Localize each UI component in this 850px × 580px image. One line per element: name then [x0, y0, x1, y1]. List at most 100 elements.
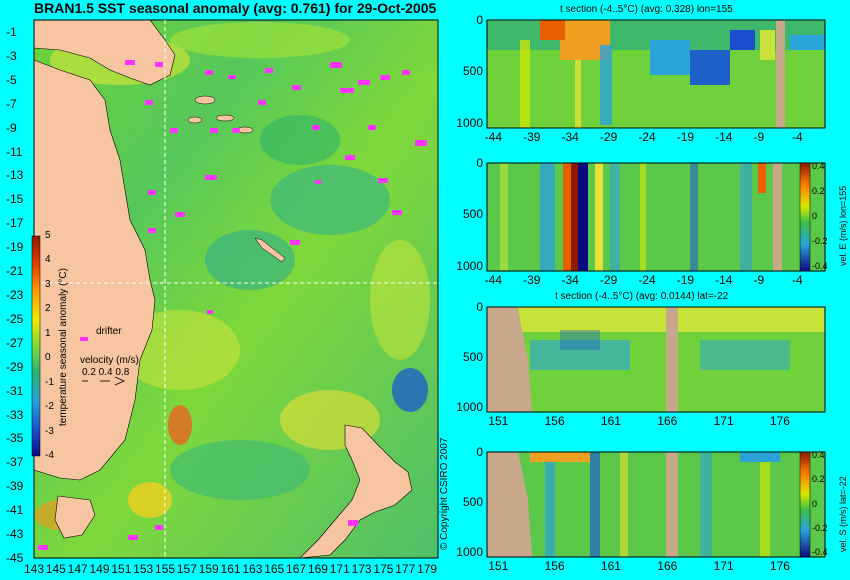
velocity-scale: 0.2 0.4 0.8 — [82, 367, 130, 378]
velocity-label: velocity (m/s) — [80, 355, 139, 366]
colorbar-tick: -3 — [45, 425, 54, 437]
colorbar-tick: -4 — [45, 450, 54, 461]
new-caledonia-landmass — [254, 237, 286, 263]
lat-tick-label: -15 — [6, 192, 24, 207]
lat-tick-label: -7 — [6, 96, 17, 111]
panel1-x-tick: -24 — [638, 130, 656, 144]
lat-tick-label: -19 — [6, 240, 24, 255]
panel-t-lon155 — [486, 19, 826, 129]
panel1-y-tick: 0 — [476, 13, 483, 27]
lon-tick-label: 167 — [286, 562, 307, 576]
lon-tick-label: 143 — [24, 562, 45, 576]
panel1-x-tick: -34 — [561, 130, 579, 144]
colorbar-tick: 4 — [45, 254, 51, 266]
lat-tick-label: -21 — [6, 264, 24, 279]
panel3-x-tick: 171 — [713, 414, 734, 428]
lon-tick-label: 153 — [133, 562, 154, 576]
lon-tick-label: 161 — [220, 562, 241, 576]
panel2-x-tick: -19 — [676, 273, 695, 287]
lon-tick-label: 175 — [373, 562, 394, 576]
panel1-x-tick: -29 — [599, 130, 618, 144]
lat-tick-label: -45 — [6, 551, 24, 565]
new-zealand-landmass — [299, 424, 413, 559]
panel4-side-label: vel. S (m/s) lat=-22 — [838, 476, 848, 552]
panel2-cb-tick: 0 — [812, 211, 818, 221]
panel4-x-tick: 156 — [544, 559, 565, 573]
panel4-cb-tick: 0.2 — [812, 474, 825, 485]
panel4-cb-tick: 0.4 — [812, 450, 825, 460]
lat-tick-label: -25 — [6, 311, 24, 326]
lat-tick-label: -9 — [6, 120, 17, 135]
panel2-x-tick: -4 — [791, 273, 803, 287]
panel2-cb-tick: -0.4 — [812, 261, 828, 271]
copyright-text: © Copyright CSIRO 2007 — [439, 437, 450, 550]
velocity-scale-arrows — [82, 376, 125, 386]
lat-tick-label: -11 — [6, 144, 23, 159]
lat-tick-label: -39 — [6, 479, 24, 494]
lat-tick-label: -23 — [6, 287, 24, 302]
lat-tick-label: -29 — [6, 359, 24, 374]
lon-tick-label: 155 — [155, 562, 176, 576]
panel2-cb-tick: 0.4 — [812, 161, 825, 171]
lat-tick-label: -31 — [6, 383, 24, 398]
lon-tick-label: 171 — [329, 562, 350, 576]
panel2-cb-tick: -0.2 — [812, 236, 828, 246]
lat-tick-label: -41 — [6, 503, 24, 518]
lon-tick-label: 177 — [395, 562, 416, 576]
lon-tick-label: 165 — [264, 562, 285, 576]
lon-tick-label: 147 — [67, 562, 88, 576]
panel3-x-tick: 176 — [769, 414, 790, 428]
panel4-x-tick: 161 — [600, 559, 621, 573]
lon-tick-label: 151 — [111, 562, 132, 576]
panel1-x-tick: -4 — [791, 130, 803, 144]
panel1-y-tick: 500 — [462, 64, 483, 79]
lon-tick-label: 157 — [176, 562, 197, 576]
lon-tick-label: 169 — [307, 562, 328, 576]
lon-tick-label: 163 — [242, 562, 263, 576]
lon-tick-label: 179 — [417, 562, 438, 576]
panel4-x-tick: 171 — [713, 559, 734, 573]
colorbar-tick: -2 — [45, 401, 54, 413]
lon-tick-label: 145 — [45, 562, 66, 576]
panel1-y-tick: 1000 — [456, 115, 483, 130]
panel-velE-lon155 — [486, 162, 826, 272]
panel1-x-tick: -39 — [523, 130, 541, 144]
panel-t-lat22 — [486, 306, 826, 413]
panel2-x-tick: -44 — [484, 273, 503, 287]
panel4-x-tick: 166 — [657, 559, 678, 573]
panel3-title: t section (-4..5°C) (avg: 0.0144) lat=-2… — [555, 291, 729, 302]
lat-tick-label: -3 — [6, 48, 17, 63]
panel4-y-tick: 1000 — [456, 545, 483, 559]
drifter-markers — [38, 60, 427, 550]
panel2-x-tick: -29 — [599, 273, 618, 287]
panel3-x-tick: 151 — [488, 414, 509, 428]
lat-tick-label: -33 — [6, 407, 24, 422]
panel3-x-tick: 166 — [657, 414, 678, 428]
drifter-label: drifter — [96, 326, 122, 337]
colorbar-label: temperature seasonal anomaly (°C) — [58, 268, 69, 426]
chart-title: BRAN1.5 SST seasonal anomaly (avg: 0.761… — [34, 0, 437, 16]
colorbar-tick: 3 — [45, 278, 51, 290]
lat-tick-label: -13 — [6, 168, 24, 183]
panel3-x-tick: 161 — [600, 414, 621, 428]
panel4-x-tick: 151 — [488, 559, 509, 573]
colorbar-tick: 0 — [45, 352, 51, 364]
panel1-x-tick: -9 — [753, 130, 765, 144]
panel2-y-tick: 0 — [476, 156, 483, 170]
panel2-cb-tick: 0.2 — [812, 186, 825, 196]
panel3-x-tick: 156 — [544, 414, 565, 428]
panel4-cb-tick: -0.2 — [812, 522, 828, 533]
panel3-y-tick: 0 — [476, 300, 483, 314]
panel4-y-tick: 0 — [476, 445, 483, 459]
panel2-x-tick: -14 — [715, 273, 733, 287]
colorbar-tick: 1 — [45, 327, 51, 339]
panel-velS-lat22 — [486, 451, 826, 558]
panel2-side-label: vel. E (m/s) lon=155 — [838, 185, 848, 266]
australia-landmass — [33, 59, 156, 481]
lon-tick-label: 173 — [351, 562, 372, 576]
panel2-x-tick: -9 — [753, 273, 765, 287]
lat-tick-label: -27 — [6, 335, 24, 350]
tasmania-landmass — [54, 495, 96, 539]
